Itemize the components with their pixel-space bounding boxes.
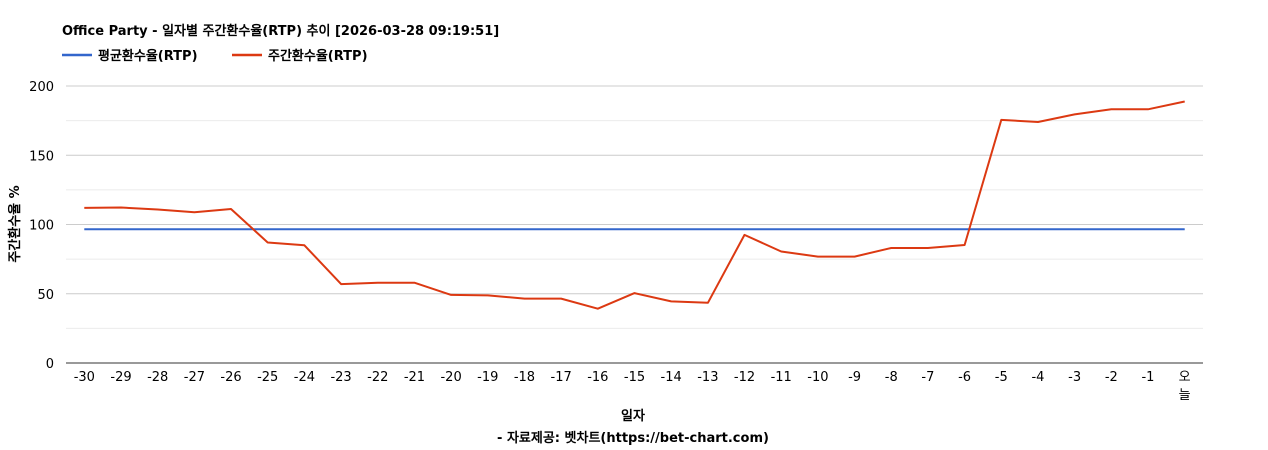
legend-item-weekly[interactable]: 주간환수율(RTP) bbox=[232, 48, 368, 64]
y-tick-label: 0 bbox=[46, 357, 54, 372]
x-tick-label: -3 bbox=[1068, 370, 1081, 385]
x-tick-label: -9 bbox=[848, 370, 861, 385]
x-tick-label: -10 bbox=[807, 370, 828, 385]
x-tick-label: -20 bbox=[440, 370, 461, 385]
source-credit: - 자료제공: 벳차트(https://bet-chart.com) bbox=[497, 430, 769, 446]
y-tick-label: 200 bbox=[29, 80, 54, 95]
x-tick-label: -12 bbox=[734, 370, 755, 385]
x-tick-label: -21 bbox=[404, 370, 425, 385]
gridlines bbox=[66, 85, 1203, 364]
x-tick-label: -25 bbox=[257, 370, 278, 385]
x-tick-label: -5 bbox=[995, 370, 1008, 385]
x-tick-label: -11 bbox=[771, 370, 792, 385]
x-tick-label: -24 bbox=[294, 370, 315, 385]
x-tick-label: -6 bbox=[958, 370, 971, 385]
x-tick-label: -2 bbox=[1105, 370, 1118, 385]
x-axis-title: 일자 bbox=[621, 409, 645, 424]
x-tick-label: -14 bbox=[661, 370, 682, 385]
chart-title: Office Party - 일자별 주간환수율(RTP) 추이 [2026-0… bbox=[62, 23, 499, 39]
x-tick-label: -16 bbox=[587, 370, 608, 385]
x-tick-label: -27 bbox=[184, 370, 205, 385]
legend-item-average[interactable]: 평균환수율(RTP) bbox=[62, 48, 198, 64]
series-line-weekly bbox=[84, 100, 1185, 310]
x-tick-label: -1 bbox=[1141, 370, 1154, 385]
y-tick-label: 150 bbox=[29, 149, 54, 164]
y-tick-label: 100 bbox=[29, 219, 54, 234]
x-tick-label: -29 bbox=[110, 370, 131, 385]
x-tick-label: -13 bbox=[697, 370, 718, 385]
series-lines bbox=[84, 100, 1185, 310]
legend: 평균환수율(RTP) 주간환수율(RTP) bbox=[62, 48, 368, 64]
legend-label-weekly: 주간환수율(RTP) bbox=[268, 48, 368, 64]
x-axis-ticks: -30 -29 -28 -27 -26 -25 -24 -23 -22 -21 -20 -19 -18 -… bbox=[74, 370, 1191, 403]
x-tick-label: -22 bbox=[367, 370, 388, 385]
y-axis-title: 주간환수율 % bbox=[7, 185, 23, 262]
legend-label-average: 평균환수율(RTP) bbox=[98, 48, 198, 64]
x-tick-label: -18 bbox=[514, 370, 535, 385]
x-tick-label: -8 bbox=[885, 370, 898, 385]
x-tick-label: -17 bbox=[551, 370, 572, 385]
x-tick-label: -28 bbox=[147, 370, 168, 385]
x-tick-label: -4 bbox=[1031, 370, 1044, 385]
x-tick-label: -15 bbox=[624, 370, 645, 385]
y-axis-ticks: 0 50 100 150 200 bbox=[29, 80, 54, 372]
x-tick-label: -26 bbox=[220, 370, 241, 385]
x-tick-label: -23 bbox=[330, 370, 351, 385]
x-tick-label: -19 bbox=[477, 370, 498, 385]
x-tick-label: -7 bbox=[921, 370, 934, 385]
y-tick-label: 50 bbox=[37, 288, 54, 303]
x-tick-label: -30 bbox=[74, 370, 95, 385]
